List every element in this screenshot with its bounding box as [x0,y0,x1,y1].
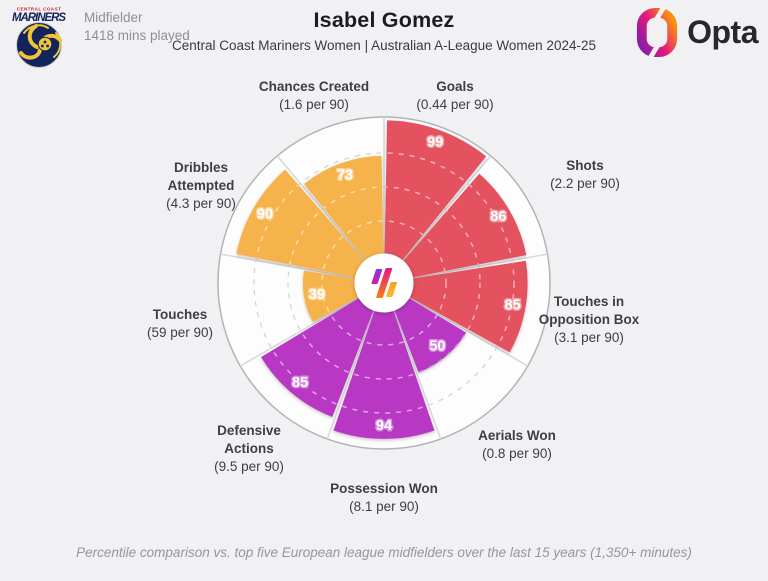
category-stat: (4.3 per 90) [166,196,236,211]
opta-logo-icon [637,8,678,57]
chart-slice-touches-in-opposition-box [384,260,528,353]
opta-slashes-icon [371,268,397,298]
category-stat: (0.8 per 90) [482,446,552,461]
value-badge-defensive-actions: 85 [292,375,308,391]
player-position: Midfielder [84,10,143,25]
category-label-dribbles-attempted: Dribbles Attempted (4.3 per 90) [156,159,246,213]
category-stat: (8.1 per 90) [349,499,419,514]
category-name: Shots [566,158,604,173]
team-competition-subtitle: Central Coast Mariners Women | Australia… [172,38,596,53]
value-badge-touches-in-opposition-box: 85 [505,298,521,314]
category-name: Touches [152,307,208,322]
club-crest: CENTRAL COAST MARINERS [12,7,66,68]
category-name: Possession Won [330,481,438,496]
category-stat: (2.2 per 90) [550,176,620,191]
category-label-aerials-won: Aerials Won (0.8 per 90) [442,427,592,463]
category-stat: (9.5 per 90) [214,459,284,474]
page-title: Isabel Gomez [313,8,455,32]
value-badge-dribbles-attempted: 90 [257,206,273,222]
value-badge-aerials-won: 50 [429,339,445,355]
category-label-touches-in-opposition-box: Touches in Opposition Box (3.1 per 90) [533,293,645,347]
category-stat: (59 per 90) [146,325,214,340]
category-label-possession-won: Possession Won (8.1 per 90) [284,480,484,516]
category-label-shots: Shots (2.2 per 90) [520,157,650,193]
minutes-played: 1418 mins played [84,28,190,43]
category-name: Chances Created [258,79,370,94]
chart-slice-dribbles-attempted [236,169,384,283]
category-label-defensive-actions: Defensive Actions (9.5 per 90) [207,422,291,476]
category-stat: (3.1 per 90) [554,330,624,345]
category-label-goals: Goals (0.44 per 90) [380,78,530,114]
category-name: Goals [436,79,474,94]
category-label-chances-created: Chances Created (1.6 per 90) [219,78,409,114]
category-name: Aerials Won [478,428,556,443]
category-name: Dribbles Attempted [167,160,235,193]
category-name: Defensive Actions [217,423,281,456]
crest-ball-swirl [16,22,62,68]
category-name: Touches in Opposition Box [538,294,640,327]
category-stat: (0.44 per 90) [416,97,494,112]
category-label-touches: Touches (59 per 90) [115,306,245,342]
chart-slice-shots [384,173,527,283]
value-badge-chances-created: 73 [337,168,353,184]
chart-slice-goals [384,120,487,283]
value-badge-goals: 99 [427,134,443,150]
chart-slice-chances-created [304,155,384,283]
crest-wordmark: MARINERS [12,12,66,24]
chart-slice-possession-won [333,283,435,439]
opta-wordmark: Opta [687,14,758,50]
category-stat: (1.6 per 90) [279,97,349,112]
chart-slice-defensive-actions [261,283,384,417]
chart-slice-aerials-won [384,283,467,373]
player-meta: Midfielder 1418 mins played [84,9,190,45]
slices-group [236,120,528,439]
crest-top-text: CENTRAL COAST [17,7,61,12]
value-badge-possession-won: 94 [376,418,392,434]
value-badge-touches: 39 [309,287,325,303]
footer-caption: Percentile comparison vs. top five Europ… [76,545,692,560]
value-badge-shots: 86 [490,209,506,225]
opta-brand: Opta [636,8,758,57]
